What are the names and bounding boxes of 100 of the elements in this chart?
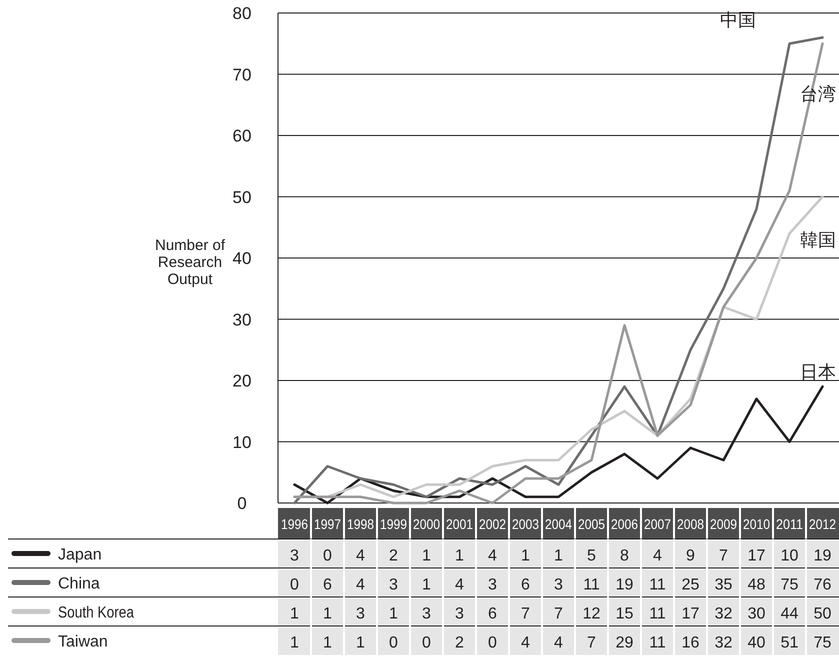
data-label: 12: [582, 606, 600, 622]
data-label: 3: [290, 548, 300, 564]
data-label: 17: [682, 606, 700, 622]
legend-label: Japan: [58, 546, 102, 564]
data-label: 1: [290, 634, 300, 652]
data-label: 0: [323, 548, 332, 564]
x-tick-label: 2001: [446, 516, 478, 532]
data-label: 44: [780, 606, 798, 622]
data-label: 50: [814, 606, 832, 622]
data-label: 0: [422, 634, 432, 652]
x-tick-label: 2002: [479, 516, 510, 532]
data-label: 1: [323, 634, 332, 652]
data-label: 9: [686, 548, 696, 564]
data-label: 7: [554, 606, 564, 622]
x-tick-label: 2008: [677, 516, 708, 532]
x-tick-label: 2000: [413, 516, 444, 532]
data-label: 1: [389, 606, 398, 622]
data-label: 35: [714, 576, 732, 594]
data-label: 40: [748, 634, 766, 652]
data-label: 4: [653, 548, 662, 564]
data-label: 11: [649, 576, 666, 594]
data-label: 4: [554, 634, 564, 652]
annotation: 韓国: [800, 230, 836, 250]
x-tick-label: 2011: [776, 516, 806, 532]
data-label: 19: [814, 548, 832, 564]
x-tick-label: 2007: [644, 516, 676, 532]
y-tick-label: 0: [237, 494, 247, 513]
x-tick-label: 1999: [380, 516, 412, 532]
data-label: 19: [616, 576, 634, 594]
data-label: 6: [323, 576, 332, 594]
data-label: 11: [649, 606, 666, 622]
y-axis-title: Number of Research Output: [154, 237, 226, 288]
data-label: 3: [422, 606, 432, 622]
data-label: 3: [455, 606, 464, 622]
data-label: 1: [323, 606, 332, 622]
x-tick-label: 1996: [281, 516, 312, 532]
data-label: 76: [814, 576, 832, 594]
data-label: 7: [719, 548, 728, 564]
data-label: 1: [356, 634, 366, 652]
data-label: 5: [587, 548, 596, 564]
legend-label: China: [58, 576, 100, 592]
annotation: 台湾: [800, 84, 836, 104]
x-tick-label: 1998: [347, 516, 378, 532]
data-label: 2: [389, 548, 398, 564]
data-label: 32: [714, 606, 732, 622]
data-label: 1: [422, 576, 432, 594]
x-tick-label: 2012: [809, 516, 839, 532]
y-tick-label: 80: [232, 4, 252, 23]
data-label: 32: [714, 634, 732, 652]
data-label: 0: [488, 634, 498, 652]
data-label: 7: [587, 634, 596, 652]
y-tick-label: 50: [232, 188, 252, 207]
data-label: 30: [748, 606, 766, 622]
x-tick-label: 2009: [710, 516, 742, 532]
legend-label: South Korea: [58, 604, 147, 622]
y-tick-label: 20: [232, 372, 252, 390]
data-label: 4: [521, 634, 530, 652]
data-label: 10: [780, 548, 798, 564]
y-tick-label: 70: [232, 65, 252, 84]
x-tick-label: 2006: [611, 516, 642, 532]
x-tick-label: 1997: [314, 516, 346, 532]
data-label: 8: [620, 548, 630, 564]
data-label: 48: [748, 576, 766, 594]
data-label: 6: [521, 576, 530, 594]
data-label: 3: [389, 576, 398, 594]
annotation: 日本: [800, 362, 836, 382]
data-label: 1: [422, 548, 432, 564]
data-label: 1: [554, 548, 564, 564]
data-label: 15: [616, 606, 634, 622]
data-label: 17: [748, 548, 766, 564]
data-label: 1: [455, 548, 464, 564]
data-label: 4: [488, 548, 498, 564]
data-label: 0: [290, 576, 300, 594]
y-tick-label: 10: [232, 432, 252, 452]
data-label: 16: [682, 634, 700, 652]
x-tick-label: 2004: [545, 516, 576, 532]
data-label: 2: [455, 634, 464, 652]
data-label: 0: [389, 634, 398, 652]
x-tick-label: 2003: [512, 516, 544, 532]
y-tick-label: 40: [232, 249, 252, 268]
y-tick-label: 60: [232, 126, 252, 146]
data-label: 25: [682, 576, 700, 594]
data-label: 11: [649, 634, 666, 652]
data-label: 4: [356, 548, 366, 564]
data-label: 3: [488, 576, 498, 594]
data-label: 4: [356, 576, 366, 594]
legend-label: Taiwan: [58, 634, 108, 650]
x-tick-label: 2010: [743, 516, 774, 532]
data-label: 3: [356, 606, 366, 622]
data-label: 75: [814, 634, 832, 652]
data-label: 11: [583, 576, 600, 594]
x-tick-label: 2005: [578, 516, 610, 532]
data-label: 6: [488, 606, 498, 622]
y-tick-label: 30: [232, 310, 252, 330]
data-label: 4: [455, 576, 464, 594]
data-label: 1: [521, 548, 530, 564]
data-label: 7: [521, 606, 530, 622]
data-label: 51: [780, 634, 798, 652]
data-label: 29: [616, 634, 634, 652]
data-label: 75: [780, 576, 798, 594]
